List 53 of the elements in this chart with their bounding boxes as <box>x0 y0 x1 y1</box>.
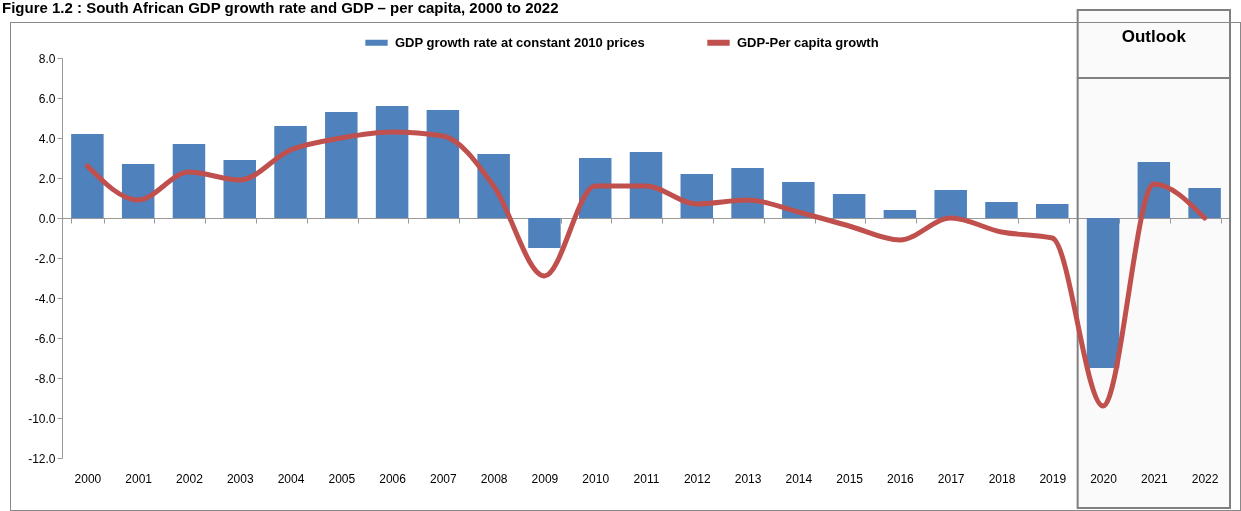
x-tick-label: 2021 <box>1140 471 1168 486</box>
x-tick-label: 2009 <box>531 471 559 486</box>
bar <box>223 160 256 218</box>
x-tick-label: 2012 <box>683 471 711 486</box>
chart-title: Figure 1.2 : South African GDP growth rate and GDP – per capita, 2000 to 2022 <box>2 0 559 16</box>
bar <box>832 194 866 218</box>
x-tick-label: 2002 <box>176 471 204 486</box>
x-tick-label: 2020 <box>1090 471 1118 486</box>
x-tick-label: 2022 <box>1191 471 1219 486</box>
bar <box>934 190 967 218</box>
bar <box>375 106 409 218</box>
legend-label: GDP-Per capita growth <box>737 34 879 50</box>
y-tick-label: -8.0 <box>34 371 56 386</box>
x-tick-label: 2013 <box>734 471 762 486</box>
y-tick-label: -10.0 <box>28 411 56 426</box>
bar <box>883 210 917 218</box>
legend-label: GDP growth rate at constant 2010 prices <box>395 34 645 50</box>
y-tick-label: -6.0 <box>34 331 56 346</box>
bar <box>325 112 358 218</box>
y-tick-label: 2.0 <box>38 171 56 186</box>
x-tick-label: 2015 <box>836 471 864 486</box>
bar <box>985 202 1018 218</box>
y-tick-label: -12.0 <box>28 451 56 466</box>
x-tick-label: 2018 <box>988 471 1016 486</box>
y-tick-label: -4.0 <box>34 291 56 306</box>
y-tick-label: 8.0 <box>38 51 56 66</box>
bar <box>71 134 104 218</box>
x-tick-label: 2005 <box>328 471 356 486</box>
bar <box>426 110 460 218</box>
x-tick-label: 2016 <box>887 471 915 486</box>
y-tick-label: 6.0 <box>38 91 56 106</box>
x-tick-label: 2008 <box>480 471 508 486</box>
x-tick-label: 2007 <box>430 471 458 486</box>
y-tick-label: 0.0 <box>38 211 56 226</box>
x-tick-label: 2014 <box>785 471 813 486</box>
y-tick-label: -2.0 <box>34 251 56 266</box>
bar <box>629 152 663 218</box>
x-tick-label: 2003 <box>226 471 254 486</box>
x-tick-label: 2017 <box>937 471 965 486</box>
band-label: Outlook <box>1121 27 1187 46</box>
bar <box>1036 204 1069 218</box>
x-tick-label: 2000 <box>74 471 102 486</box>
bar <box>1086 218 1120 368</box>
bar <box>528 218 561 248</box>
x-tick-label: 2019 <box>1039 471 1067 486</box>
x-tick-label: 2006 <box>379 471 407 486</box>
x-tick-label: 2001 <box>125 471 153 486</box>
x-tick-label: 2004 <box>277 471 305 486</box>
x-tick-label: 2010 <box>582 471 610 486</box>
y-tick-label: 4.0 <box>38 131 56 146</box>
x-tick-label: 2011 <box>633 471 660 486</box>
bar <box>274 126 307 218</box>
bar <box>172 144 206 218</box>
